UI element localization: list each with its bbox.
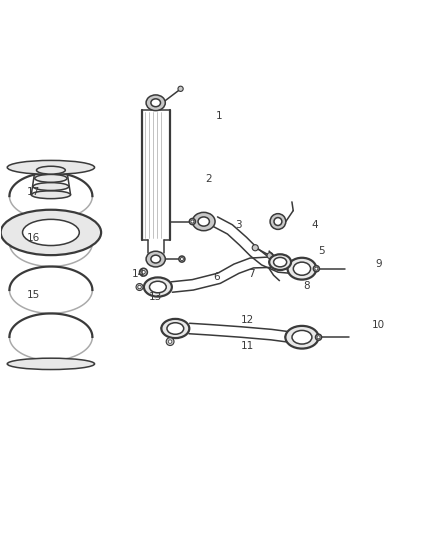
Circle shape	[142, 270, 145, 274]
Text: 1: 1	[215, 111, 223, 121]
Circle shape	[315, 334, 321, 340]
Text: 5: 5	[318, 246, 325, 256]
Ellipse shape	[151, 99, 160, 107]
Ellipse shape	[269, 254, 291, 270]
Text: 3: 3	[235, 220, 242, 230]
Text: 17: 17	[27, 187, 40, 197]
Circle shape	[166, 338, 174, 345]
Ellipse shape	[192, 212, 215, 231]
Ellipse shape	[146, 95, 165, 111]
Ellipse shape	[1, 210, 101, 255]
Ellipse shape	[151, 255, 160, 263]
Text: 13: 13	[149, 292, 162, 302]
Circle shape	[179, 256, 185, 262]
Circle shape	[313, 265, 319, 272]
Ellipse shape	[286, 326, 318, 349]
Text: 2: 2	[205, 174, 212, 184]
Ellipse shape	[7, 358, 95, 369]
Text: 14: 14	[131, 269, 145, 279]
Circle shape	[168, 340, 172, 343]
Ellipse shape	[146, 251, 165, 267]
Circle shape	[138, 285, 141, 289]
Ellipse shape	[167, 323, 184, 334]
Ellipse shape	[292, 330, 312, 344]
Ellipse shape	[31, 191, 71, 199]
Circle shape	[180, 257, 184, 261]
Ellipse shape	[288, 258, 316, 280]
Text: 6: 6	[213, 272, 220, 282]
Circle shape	[267, 253, 273, 259]
Ellipse shape	[293, 262, 311, 275]
Ellipse shape	[270, 214, 286, 229]
Text: 7: 7	[248, 269, 255, 279]
Text: 10: 10	[372, 320, 385, 330]
Text: 9: 9	[375, 260, 381, 269]
Ellipse shape	[7, 160, 95, 174]
Circle shape	[191, 220, 194, 223]
Ellipse shape	[35, 174, 67, 182]
Ellipse shape	[149, 281, 166, 293]
Circle shape	[252, 245, 258, 251]
Text: 12: 12	[241, 315, 254, 325]
Text: 16: 16	[27, 233, 40, 243]
Text: 8: 8	[303, 281, 310, 291]
Circle shape	[315, 267, 318, 270]
Circle shape	[189, 219, 195, 224]
Ellipse shape	[36, 166, 65, 174]
Text: 15: 15	[27, 290, 40, 300]
Ellipse shape	[22, 220, 79, 246]
Ellipse shape	[144, 277, 172, 297]
Circle shape	[178, 86, 183, 92]
Ellipse shape	[274, 217, 282, 225]
Circle shape	[317, 336, 320, 339]
Circle shape	[136, 284, 143, 290]
Ellipse shape	[161, 319, 189, 338]
Ellipse shape	[274, 257, 287, 267]
Circle shape	[140, 268, 148, 276]
Ellipse shape	[33, 183, 69, 190]
Text: 4: 4	[312, 220, 318, 230]
Text: 11: 11	[241, 341, 254, 351]
Ellipse shape	[198, 217, 209, 226]
